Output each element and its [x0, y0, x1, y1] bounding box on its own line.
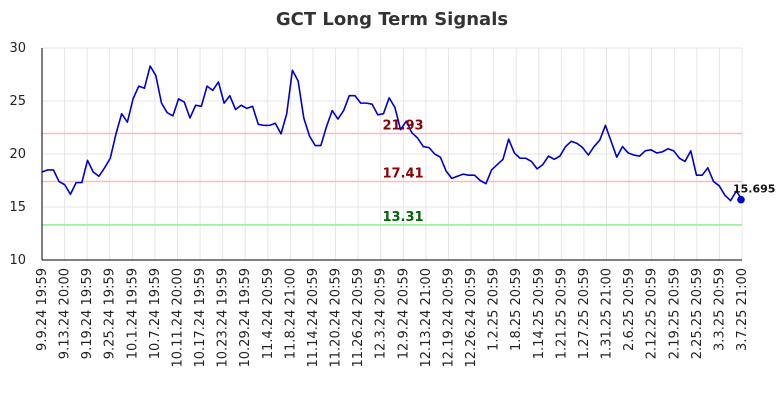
last-point-marker: [737, 195, 745, 204]
x-tick-label: 12.26.24 20:59: [464, 268, 479, 368]
y-tick-label: 30: [9, 41, 26, 56]
x-tick-label: 10.11.24 20:00: [170, 268, 185, 368]
series-line: [41, 65, 743, 202]
x-tick-label: 1.8.25 20:59: [509, 268, 524, 351]
labels: 10 15 20 25 30 9.9.24 19:59 9.13.24 20:00 9.19.…: [9, 41, 775, 368]
last-point-label: 15.695: [733, 183, 775, 196]
x-tick-label: 9.9.24 19:59: [35, 268, 50, 351]
reference-lines: [42, 132, 742, 226]
x-tick-label: 2.19.25 20:59: [667, 268, 682, 359]
x-tick-label: 1.27.25 20:59: [577, 268, 592, 359]
y-tick-label: 10: [9, 253, 26, 268]
x-tick-label: 3.3.25 20:59: [712, 268, 727, 351]
reference-line-label: 21.93: [382, 119, 423, 134]
reference-line-label: 17.41: [382, 166, 423, 181]
x-tick-label: 11.20.24 20:59: [329, 268, 344, 368]
x-tick-label: 1.14.25 20:59: [532, 268, 547, 359]
x-tick-label: 10.23.24 19:59: [216, 268, 231, 368]
reference-line-label: 13.31: [382, 210, 423, 225]
x-tick-label: 11.4.24 20:59: [261, 268, 276, 359]
x-tick-label: 1.21.25 20:59: [554, 268, 569, 359]
x-tick-label: 2.12.25 20:59: [645, 268, 660, 359]
x-tick-label: 12.9.24 20:59: [396, 268, 411, 359]
x-tick-label: 11.14.24 20:59: [306, 268, 321, 368]
y-tick-label: 20: [9, 147, 26, 162]
x-tick-label: 10.17.24 19:59: [193, 268, 208, 368]
x-tick-label: 2.6.25 20:59: [622, 268, 637, 351]
x-tick-label: 2.25.25 20:59: [690, 268, 705, 359]
x-tick-label: 9.19.24 19:59: [80, 268, 95, 359]
x-tick-label: 10.29.24 19:59: [238, 268, 253, 368]
x-tick-label: 9.13.24 20:00: [58, 268, 73, 359]
x-tick-label: 10.7.24 19:59: [148, 268, 163, 359]
x-tick-label: 1.2.25 20:59: [487, 268, 502, 351]
x-tick-label: 10.1.24 19:59: [125, 268, 140, 359]
x-tick-label: 3.7.25 21:00: [735, 268, 750, 351]
x-tick-label: 12.19.24 20:59: [441, 268, 456, 368]
x-tick-label: 1.31.25 21:00: [600, 268, 615, 359]
chart-title: GCT Long Term Signals: [276, 9, 508, 30]
x-tick-label: 11.26.24 20:59: [351, 268, 366, 368]
x-tick-label: 9.25.24 19:59: [103, 268, 118, 359]
axes: [41, 48, 742, 261]
series-layer: [41, 65, 745, 204]
x-tick-label: 11.8.24 21:00: [283, 268, 298, 359]
y-tick-label: 25: [9, 94, 26, 109]
y-tick-label: 15: [9, 200, 26, 215]
x-tick-label: 12.13.24 21:00: [419, 268, 434, 368]
x-tick-label: 12.3.24 20:59: [374, 268, 389, 359]
